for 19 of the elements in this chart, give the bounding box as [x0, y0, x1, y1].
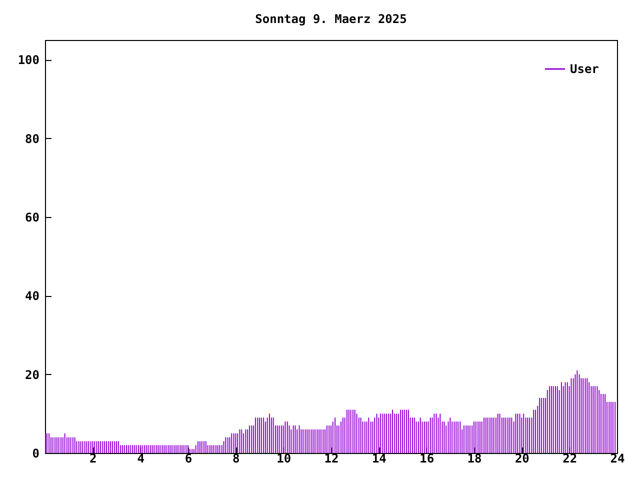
x-tick-label: 8 — [232, 452, 240, 466]
x-tick-label: 16 — [420, 452, 434, 466]
x-tick-label: 14 — [372, 452, 386, 466]
x-tick-label: 10 — [276, 452, 292, 466]
x-tick-label: 20 — [514, 452, 530, 466]
y-tick-label: 20 — [25, 368, 40, 382]
x-tick-label: 24 — [610, 452, 625, 466]
y-tick-label: 80 — [25, 132, 40, 146]
y-tick-label: 60 — [25, 210, 40, 224]
x-tick-label: 4 — [137, 452, 144, 466]
x-tick-label: 12 — [324, 452, 339, 466]
x-tick-label: 6 — [184, 452, 192, 466]
x-tick-label: 18 — [467, 452, 482, 466]
y-tick-label: 100 — [18, 53, 40, 68]
chart-title: Sonntag 9. Maerz 2025 — [255, 12, 407, 26]
y-tick-label: 40 — [25, 289, 40, 304]
y-tick-label: 0 — [32, 446, 40, 460]
legend-label: User — [570, 62, 599, 76]
x-tick-label: 22 — [562, 452, 578, 466]
